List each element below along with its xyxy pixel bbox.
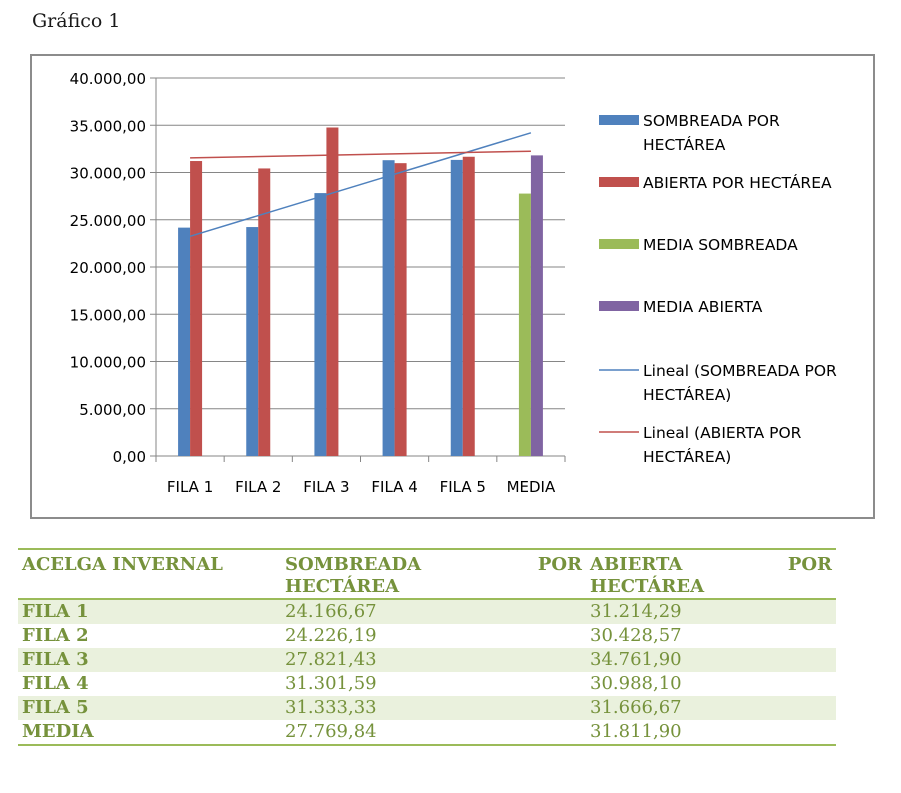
x-tick-label: FILA 1	[167, 478, 213, 496]
chart-frame: 0,00 5.000,00 10.000,00 15.000,00 20.000,00 2…	[30, 54, 875, 519]
x-tick-label: FILA 2	[235, 478, 281, 496]
header-acelga: ACELGA INVERNAL	[22, 554, 223, 575]
bar	[190, 161, 203, 456]
bar	[326, 127, 339, 456]
row-label: FILA 3	[22, 649, 89, 670]
cell-sombreada: 31.333,33	[285, 697, 377, 718]
cell-sombreada: 24.226,19	[285, 625, 377, 646]
legend-swatch	[599, 239, 639, 249]
y-tick-label: 5.000,00	[79, 401, 146, 419]
header-abierta-word1: ABIERTA	[590, 554, 683, 575]
table-row: FILA 1 24.166,67 31.214,29	[18, 599, 836, 624]
cell-abierta: 34.761,90	[590, 649, 682, 670]
bar	[178, 227, 191, 456]
legend-label: ABIERTA POR HECTÁREA	[643, 173, 832, 192]
header-sombreada-word3: HECTÁREA	[285, 576, 400, 597]
legend-label: SOMBREADA POR HECTÁREA	[643, 112, 780, 154]
header-abierta-word2: POR	[787, 554, 832, 575]
row-label: FILA 4	[22, 673, 89, 694]
data-table: ACELGA INVERNAL SOMBREADA POR HECTÁREA A…	[18, 548, 836, 746]
row-label: FILA 2	[22, 625, 89, 646]
cell-abierta: 30.988,10	[590, 673, 682, 694]
y-tick-label: 30.000,00	[70, 165, 146, 183]
cell-sombreada: 24.166,67	[285, 601, 377, 622]
x-tick-label: FILA 5	[440, 478, 486, 496]
table-row: FILA 3 27.821,43 34.761,90	[18, 648, 836, 672]
table-row: FILA 2 24.226,19 30.428,57	[18, 624, 836, 648]
bar-chart: 0,00 5.000,00 10.000,00 15.000,00 20.000,00 2…	[70, 70, 837, 496]
y-tick-label: 25.000,00	[70, 212, 146, 230]
cell-abierta: 31.811,90	[590, 721, 682, 742]
header-sombreada-word2: POR	[537, 554, 582, 575]
x-tick-label: FILA 3	[303, 478, 349, 496]
legend-swatch	[599, 115, 639, 125]
bar	[394, 163, 407, 456]
x-tick-label: MEDIA	[507, 478, 556, 496]
legend-label: Lineal (SOMBREADA POR HECTÁREA)	[643, 362, 837, 404]
bar	[314, 193, 327, 456]
y-tick-label: 35.000,00	[70, 117, 146, 135]
legend-label: MEDIA ABIERTA	[643, 298, 763, 316]
table-row: FILA 5 31.333,33 31.666,67	[18, 696, 836, 720]
bar	[530, 155, 543, 456]
trendline	[189, 132, 532, 238]
cell-abierta: 30.428,57	[590, 625, 682, 646]
bar	[462, 156, 475, 456]
cell-abierta: 31.214,29	[590, 601, 682, 622]
y-tick-label: 10.000,00	[70, 354, 146, 372]
table-row: FILA 4 31.301,59 30.988,10	[18, 672, 836, 696]
legend-swatch	[599, 301, 639, 311]
cell-abierta: 31.666,67	[590, 697, 682, 718]
bar	[518, 193, 531, 456]
legend-label: MEDIA SOMBREADA	[643, 236, 798, 254]
row-label: MEDIA	[22, 721, 94, 742]
y-tick-label: 40.000,00	[70, 70, 146, 88]
chart-caption: Gráfico 1	[32, 10, 121, 32]
row-label: FILA 1	[22, 601, 89, 622]
y-tick-label: 0,00	[113, 448, 146, 466]
bar	[450, 159, 463, 456]
row-label: FILA 5	[22, 697, 89, 718]
cell-sombreada: 27.769,84	[285, 721, 377, 742]
trendline	[190, 150, 531, 159]
legend-label: Lineal (ABIERTA POR HECTÁREA)	[643, 424, 802, 466]
cell-sombreada: 31.301,59	[285, 673, 377, 694]
cell-sombreada: 27.821,43	[285, 649, 377, 670]
y-tick-label: 15.000,00	[70, 306, 146, 324]
header-sombreada-word1: SOMBREADA	[285, 554, 422, 575]
table-row: MEDIA 27.769,84 31.811,90	[18, 720, 836, 745]
bar	[258, 168, 271, 456]
bar	[246, 227, 259, 456]
x-tick-label: FILA 4	[371, 478, 417, 496]
header-abierta-word3: HECTÁREA	[590, 576, 705, 597]
header-sombreada: SOMBREADA POR HECTÁREA	[281, 549, 586, 599]
header-abierta: ABIERTA POR HECTÁREA	[586, 549, 836, 599]
bar	[382, 160, 395, 456]
legend-swatch	[599, 177, 639, 187]
y-tick-label: 20.000,00	[70, 259, 146, 277]
table-header-row: ACELGA INVERNAL SOMBREADA POR HECTÁREA A…	[18, 549, 836, 599]
